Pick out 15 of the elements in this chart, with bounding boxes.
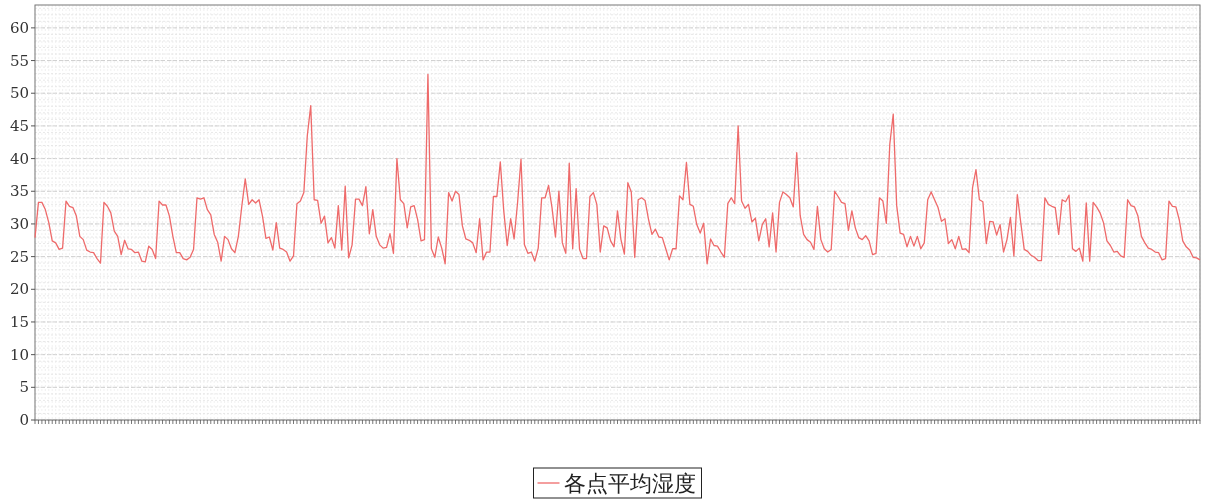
y-tick-label: 40 <box>9 149 29 168</box>
y-tick-label: 60 <box>9 18 29 37</box>
y-tick-label: 45 <box>9 116 29 135</box>
y-tick-label: 0 <box>19 411 29 429</box>
y-tick-label: 20 <box>9 280 29 299</box>
y-tick-label: 35 <box>9 182 29 201</box>
y-tick-label: 25 <box>9 247 29 266</box>
legend: 各点平均湿度 <box>533 467 702 499</box>
y-tick-label: 15 <box>9 312 29 331</box>
y-tick-label: 5 <box>19 378 29 397</box>
y-tick-label: 55 <box>9 51 29 70</box>
legend-label: 各点平均湿度 <box>563 471 696 496</box>
y-tick-label: 30 <box>9 214 29 233</box>
y-tick-label: 50 <box>9 84 29 103</box>
y-tick-label: 10 <box>9 345 29 364</box>
